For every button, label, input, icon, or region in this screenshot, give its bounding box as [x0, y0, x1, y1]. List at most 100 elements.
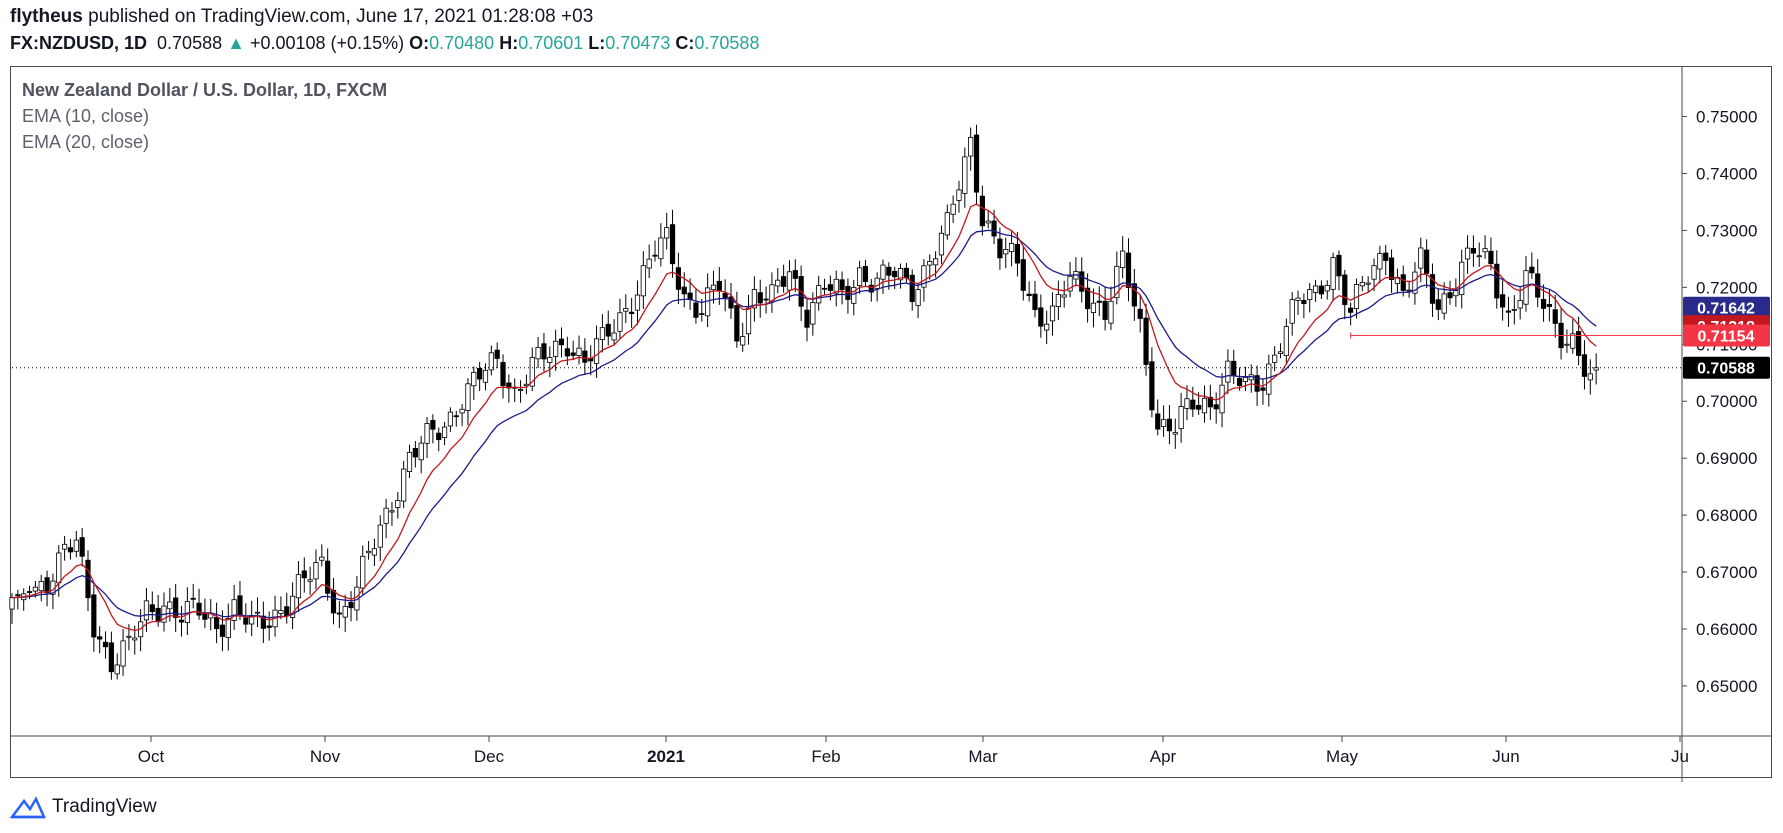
- candle-body[interactable]: [418, 442, 424, 461]
- candle-body[interactable]: [377, 524, 383, 548]
- candle-body[interactable]: [284, 606, 290, 617]
- candle-body[interactable]: [1587, 373, 1593, 381]
- candle-body[interactable]: [412, 447, 418, 458]
- candle-body[interactable]: [278, 610, 284, 614]
- candle-body[interactable]: [1120, 250, 1126, 268]
- candle-body[interactable]: [775, 279, 781, 287]
- candle-body[interactable]: [675, 267, 681, 290]
- candle-body[interactable]: [1003, 249, 1009, 255]
- legend-ema20[interactable]: EMA (20, close): [22, 132, 150, 152]
- candle-body[interactable]: [1044, 323, 1050, 331]
- chart-frame[interactable]: [10, 66, 1772, 778]
- candle-body[interactable]: [710, 284, 717, 291]
- candle-body[interactable]: [1435, 299, 1441, 310]
- candle-body[interactable]: [1236, 378, 1243, 386]
- candle-body[interactable]: [196, 602, 202, 616]
- candle-body[interactable]: [219, 624, 226, 637]
- candle-body[interactable]: [938, 232, 945, 256]
- candle-body[interactable]: [167, 601, 173, 610]
- candle-body[interactable]: [716, 280, 722, 291]
- candle-body[interactable]: [184, 601, 190, 623]
- candle-body[interactable]: [1406, 289, 1412, 292]
- author-name[interactable]: flytheus: [10, 6, 83, 27]
- candle-body[interactable]: [921, 265, 927, 288]
- candle-body[interactable]: [804, 309, 810, 328]
- candle-body[interactable]: [395, 500, 401, 508]
- candle-body[interactable]: [558, 338, 565, 346]
- ema10-line[interactable]: [11, 203, 1597, 632]
- candle-body[interactable]: [401, 468, 407, 502]
- candle-body[interactable]: [67, 547, 74, 553]
- candle-body[interactable]: [693, 302, 699, 318]
- candle-body[interactable]: [102, 641, 109, 648]
- candle-body[interactable]: [1196, 404, 1202, 410]
- candle-body[interactable]: [582, 350, 588, 363]
- candle-body[interactable]: [535, 347, 541, 360]
- candle-body[interactable]: [91, 594, 97, 638]
- candle-body[interactable]: [652, 254, 658, 257]
- candle-body[interactable]: [295, 574, 302, 599]
- candle-body[interactable]: [1049, 305, 1056, 322]
- candle-body[interactable]: [1067, 275, 1073, 292]
- candle-body[interactable]: [436, 432, 442, 441]
- candle-body[interactable]: [108, 642, 114, 673]
- candle-body[interactable]: [1260, 387, 1266, 391]
- candle-body[interactable]: [1225, 360, 1231, 383]
- candle-body[interactable]: [1014, 243, 1021, 264]
- candle-body[interactable]: [1511, 309, 1517, 311]
- candle-body[interactable]: [1137, 308, 1143, 319]
- candle-body[interactable]: [465, 383, 471, 411]
- candle-body[interactable]: [617, 312, 623, 332]
- candle-body[interactable]: [892, 270, 898, 278]
- candle-body[interactable]: [406, 451, 413, 472]
- candle-body[interactable]: [178, 619, 185, 623]
- candle-body[interactable]: [1359, 282, 1365, 287]
- candle-body[interactable]: [857, 267, 863, 286]
- candle-body[interactable]: [482, 369, 489, 383]
- candle-body[interactable]: [120, 640, 126, 667]
- candle-body[interactable]: [979, 195, 985, 227]
- candle-body[interactable]: [862, 266, 869, 282]
- candle-body[interactable]: [336, 612, 342, 615]
- candle-body[interactable]: [471, 371, 477, 387]
- candle-body[interactable]: [1424, 249, 1430, 274]
- candle-body[interactable]: [1324, 284, 1330, 292]
- candle-body[interactable]: [1143, 317, 1149, 365]
- candle-body[interactable]: [810, 302, 816, 325]
- candle-body[interactable]: [605, 323, 611, 337]
- candle-body[interactable]: [1172, 432, 1178, 435]
- candle-body[interactable]: [1155, 413, 1161, 430]
- candle-body[interactable]: [851, 287, 857, 304]
- candle-body[interactable]: [1020, 259, 1026, 291]
- candle-body[interactable]: [1429, 274, 1436, 304]
- ema20-line[interactable]: [11, 229, 1597, 619]
- candle-body[interactable]: [38, 581, 44, 592]
- candle-body[interactable]: [1295, 297, 1301, 301]
- candle-body[interactable]: [1090, 302, 1097, 313]
- candle-body[interactable]: [1032, 293, 1038, 311]
- candle-body[interactable]: [1254, 375, 1260, 392]
- candle-body[interactable]: [1266, 363, 1272, 395]
- candle-body[interactable]: [973, 134, 980, 193]
- candle-body[interactable]: [1505, 310, 1512, 313]
- candle-body[interactable]: [564, 348, 570, 357]
- candle-body[interactable]: [821, 287, 828, 290]
- candle-body[interactable]: [1371, 265, 1377, 280]
- candle-body[interactable]: [1312, 285, 1319, 293]
- candle-body[interactable]: [1459, 261, 1465, 295]
- candle-body[interactable]: [1570, 333, 1576, 349]
- candle-body[interactable]: [97, 636, 103, 640]
- candle-body[interactable]: [740, 336, 746, 346]
- candle-body[interactable]: [1231, 360, 1237, 377]
- candle-body[interactable]: [734, 305, 740, 342]
- candle-body[interactable]: [1318, 285, 1325, 295]
- candle-body[interactable]: [553, 340, 559, 357]
- candle-body[interactable]: [757, 292, 763, 304]
- candle-body[interactable]: [816, 285, 822, 304]
- candle-body[interactable]: [26, 591, 33, 593]
- candle-body[interactable]: [1348, 307, 1354, 313]
- candle-body[interactable]: [79, 537, 85, 557]
- candle-body[interactable]: [1488, 250, 1494, 265]
- candle-body[interactable]: [190, 597, 196, 600]
